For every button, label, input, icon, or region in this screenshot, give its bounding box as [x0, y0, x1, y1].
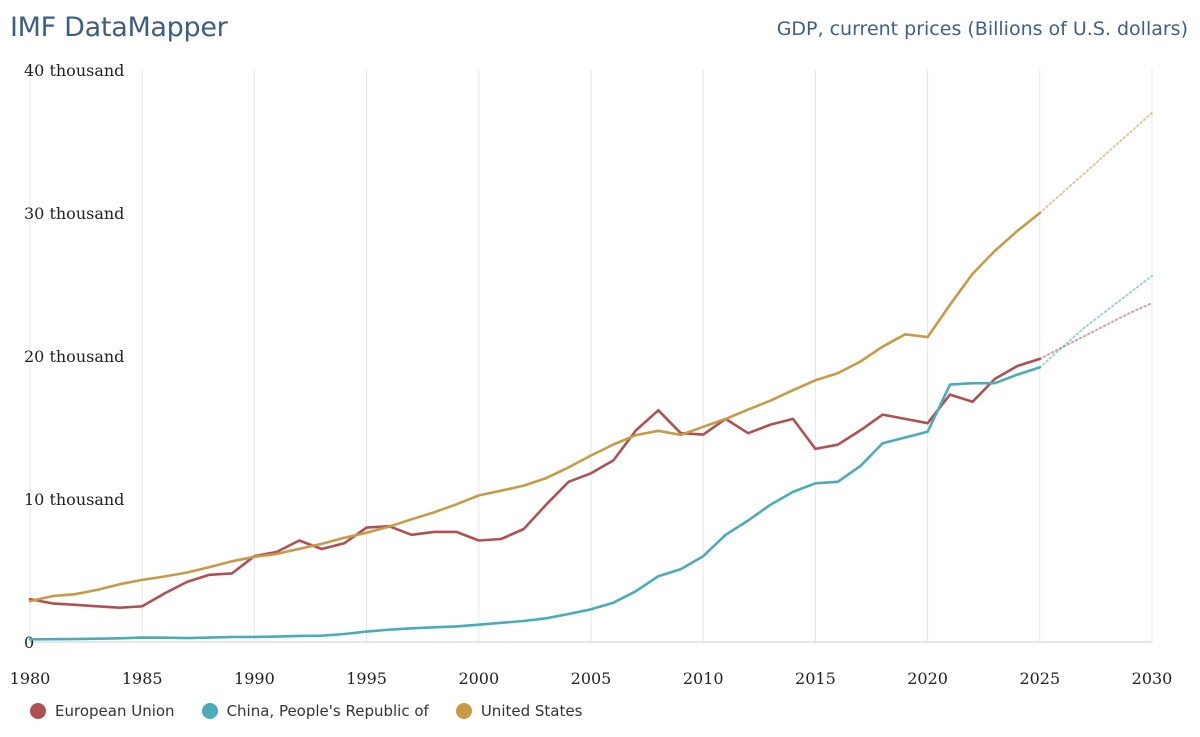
x-tick-label-2005: 2005	[571, 669, 612, 688]
legend-item-european-union[interactable]: European Union	[30, 702, 175, 720]
x-tick-label-1985: 1985	[122, 669, 163, 688]
tick-labels: 1980 1985 1990 1995 2000 2005 2010 2015 2020 2025…	[10, 61, 1173, 688]
x-tick-label-2010: 2010	[683, 669, 724, 688]
x-tick-label-1980: 1980	[10, 669, 51, 688]
series-projection-0	[1038, 302, 1153, 360]
y-tick-label-30000: 30 thousand	[24, 204, 124, 223]
app-title: IMF DataMapper	[10, 12, 228, 43]
indicator-title: GDP, current prices (Billions of U.S. do…	[776, 18, 1188, 40]
x-tick-label-1995: 1995	[346, 669, 387, 688]
y-tick-label-10000: 10 thousand	[24, 490, 124, 509]
series-layer	[28, 111, 1153, 641]
united-states-swatch-icon	[455, 703, 472, 719]
gdp-line-chart: 1980 1985 1990 1995 2000 2005 2010 2015 2020 2025…	[10, 61, 1173, 688]
x-tick-label-2020: 2020	[907, 669, 948, 688]
legend: European Union China, People's Republic …	[30, 702, 609, 720]
x-tick-label-1990: 1990	[234, 669, 275, 688]
legend-label-china: China, People's Republic of	[226, 702, 429, 720]
series-line-0	[28, 357, 1042, 610]
x-tick-label-2030: 2030	[1132, 669, 1173, 688]
series-line-1	[28, 366, 1042, 641]
legend-item-china[interactable]: China, People's Republic of	[201, 702, 429, 720]
series-line-2	[28, 211, 1042, 603]
china-swatch-icon	[201, 703, 218, 719]
y-tick-label-20000: 20 thousand	[24, 347, 124, 366]
y-tick-label-0: 0	[24, 633, 34, 652]
x-tick-label-2025: 2025	[1019, 669, 1060, 688]
x-tick-label-2015: 2015	[795, 669, 836, 688]
y-tick-label-40000: 40 thousand	[24, 61, 124, 80]
grid-layer	[29, 70, 1153, 643]
x-tick-label-2000: 2000	[458, 669, 499, 688]
series-projection-1	[1038, 274, 1153, 369]
legend-label-united-states: United States	[480, 702, 583, 720]
legend-label-european-union: European Union	[55, 702, 175, 720]
series-projection-2	[1038, 111, 1153, 214]
legend-item-united-states[interactable]: United States	[455, 702, 583, 720]
european-union-swatch-icon	[30, 703, 46, 719]
